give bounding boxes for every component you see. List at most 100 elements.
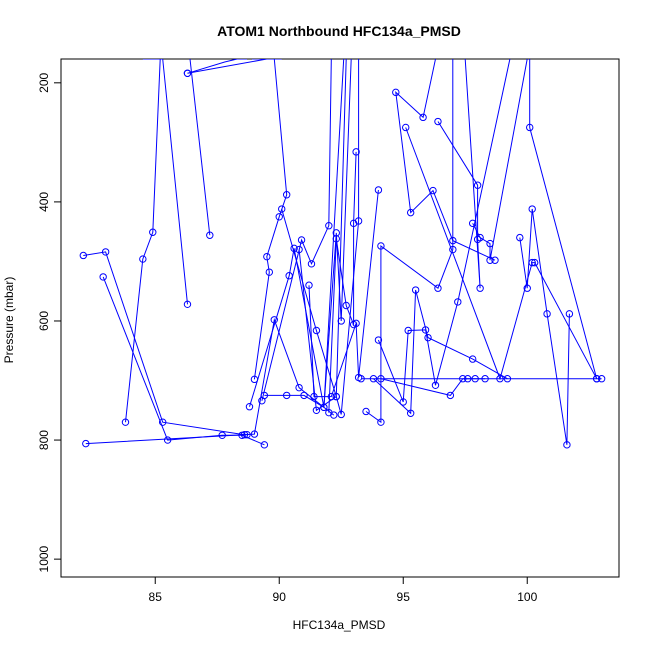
y-tick-label: 600 — [37, 311, 51, 331]
series-line — [519, 208, 570, 445]
data-point — [79, 251, 88, 260]
data-point — [99, 273, 107, 281]
series-line — [102, 276, 265, 446]
data-point — [476, 284, 484, 292]
data-point — [260, 391, 269, 400]
data-point — [349, 219, 358, 228]
data-point — [473, 235, 482, 244]
data-point — [486, 256, 494, 264]
data-point — [265, 268, 274, 276]
data-point — [295, 383, 303, 392]
data-point — [332, 235, 340, 243]
y-tick-label: 200 — [37, 72, 51, 92]
data-point — [149, 228, 157, 236]
data-point — [374, 336, 383, 344]
series-line — [472, 59, 528, 261]
data-point — [473, 181, 482, 189]
series-line — [405, 127, 598, 381]
data-point — [419, 113, 427, 122]
data-point — [82, 439, 90, 448]
y-tick-label: 400 — [37, 192, 51, 212]
data-point — [526, 123, 534, 132]
data-point — [101, 248, 110, 256]
data-point — [332, 392, 340, 401]
data-point — [250, 430, 259, 438]
data-point — [270, 316, 278, 324]
x-axis: 85 90 95 100 — [149, 577, 538, 604]
x-tick-label: 90 — [273, 590, 287, 604]
data-point — [402, 123, 410, 132]
series-line — [373, 289, 508, 415]
data-point — [263, 252, 271, 261]
data-point — [374, 186, 383, 194]
data-point — [342, 301, 350, 310]
data-point — [121, 418, 130, 426]
data-point — [597, 375, 606, 383]
series-line — [377, 59, 511, 403]
data-point — [543, 310, 551, 318]
data-point — [530, 258, 539, 267]
data-point — [406, 409, 415, 417]
data-point — [282, 391, 291, 400]
data-point — [421, 326, 430, 334]
data-point — [446, 391, 455, 400]
data-point — [468, 355, 477, 363]
data-point — [404, 326, 412, 335]
data-point — [275, 213, 283, 221]
y-axis: 200 400 600 800 1000 — [37, 72, 61, 572]
data-layer — [79, 59, 606, 449]
series-line — [142, 59, 188, 305]
data-point — [183, 300, 192, 309]
data-point — [491, 256, 499, 264]
data-point — [528, 258, 536, 267]
data-point — [516, 233, 524, 242]
data-point — [300, 391, 308, 400]
series-line — [187, 59, 282, 74]
series-line — [361, 59, 602, 380]
data-point — [139, 255, 147, 263]
data-point — [454, 298, 462, 306]
data-point — [327, 392, 336, 401]
series-line — [187, 59, 247, 74]
data-point — [163, 436, 172, 444]
data-point — [434, 117, 442, 126]
data-point — [325, 408, 333, 417]
data-point — [434, 284, 442, 292]
series-line — [253, 59, 288, 380]
data-point — [245, 403, 254, 411]
data-point — [260, 441, 269, 449]
data-point — [278, 205, 286, 213]
data-point — [310, 392, 318, 401]
data-point — [565, 310, 574, 318]
series-line — [249, 59, 352, 408]
series-line — [83, 251, 247, 436]
data-point — [411, 286, 420, 294]
series-line — [189, 59, 211, 236]
data-point — [285, 272, 293, 280]
series-line — [308, 189, 379, 398]
data-point — [563, 441, 571, 449]
data-point — [352, 148, 360, 156]
data-point — [431, 381, 440, 389]
data-point — [399, 398, 407, 406]
series-line — [328, 151, 357, 413]
data-point — [377, 242, 385, 250]
y-tick-label: 1000 — [37, 545, 51, 572]
data-point — [592, 375, 601, 383]
plot-frame — [60, 58, 620, 578]
data-point — [297, 236, 306, 244]
series-line — [85, 317, 335, 445]
data-point — [312, 406, 321, 414]
data-point — [295, 245, 303, 254]
data-point — [528, 205, 536, 213]
data-point — [206, 231, 214, 239]
data-point — [357, 375, 365, 383]
data-point — [312, 326, 321, 335]
data-point — [392, 88, 400, 97]
series-line — [437, 59, 481, 289]
x-tick-label: 85 — [149, 590, 163, 604]
y-tick-label: 800 — [37, 430, 51, 450]
data-point — [307, 260, 316, 268]
data-point — [282, 191, 291, 199]
